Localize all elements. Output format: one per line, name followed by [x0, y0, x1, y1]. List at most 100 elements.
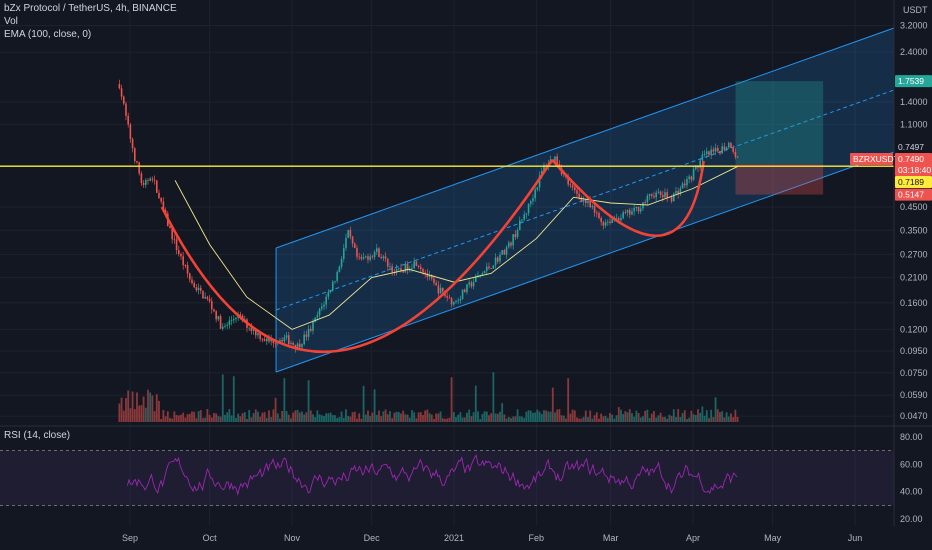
time-axis[interactable]: Sep Oct Nov Dec 2021 Feb Mar Apr May Jun — [122, 533, 862, 543]
price-tick-label: 3.2000 — [900, 20, 928, 30]
volume-legend[interactable]: Vol — [4, 16, 18, 27]
candle-body — [371, 256, 374, 258]
volume-bar — [149, 392, 152, 422]
rsi-axis[interactable]: 80.00 60.00 40.00 20.00 — [900, 432, 923, 524]
candle-body — [450, 298, 453, 305]
volume-bar — [609, 413, 611, 422]
candle-body — [378, 248, 380, 258]
candle-body — [426, 273, 429, 278]
volume-bar — [331, 415, 334, 422]
volume-bar — [670, 415, 673, 422]
candle-body — [485, 266, 488, 271]
volume-bar — [329, 412, 332, 422]
volume-bar — [426, 409, 429, 422]
volume-bar — [430, 414, 433, 422]
volume-bar — [503, 414, 506, 422]
candle-body — [155, 180, 158, 193]
volume-bar — [171, 418, 174, 422]
volume-bar — [631, 413, 633, 422]
candle-body — [197, 287, 200, 291]
volume-bar — [675, 417, 677, 422]
candle-body — [250, 327, 253, 332]
volume-bar — [433, 418, 435, 422]
volume-bar — [532, 412, 534, 422]
volume-bar — [441, 418, 444, 422]
candle-body — [494, 257, 497, 266]
volume-bar — [219, 416, 222, 422]
last-price-tag: 0.7490 — [898, 154, 924, 164]
candle-body — [692, 168, 695, 180]
candle-body — [732, 147, 734, 152]
candle-body — [518, 220, 521, 231]
volume-bar — [446, 418, 449, 422]
ema-legend[interactable]: EMA (100, close, 0) — [4, 29, 92, 40]
volume-bar — [422, 414, 424, 422]
volume-bar — [525, 411, 528, 422]
volume-bar — [228, 409, 231, 422]
candle-body — [265, 338, 268, 342]
long-position-tool[interactable] — [735, 81, 824, 195]
volume-bar — [382, 411, 385, 422]
volume-bar — [611, 414, 614, 422]
volume-bar — [206, 409, 209, 422]
volume-bar — [479, 418, 482, 422]
volume-bar — [155, 394, 158, 422]
volume-bar — [215, 413, 218, 422]
volume-bar — [345, 409, 347, 422]
price-axis[interactable]: 3.2000 2.4000 1.4000 1.1000 0.4500 0.3500 0.27… — [900, 20, 928, 421]
volume-bar — [428, 413, 431, 422]
volume-bar — [384, 409, 387, 422]
volume-bar — [158, 400, 160, 422]
candle-body — [472, 281, 475, 287]
candle-body — [389, 266, 391, 268]
candle-body — [525, 213, 528, 215]
candle-body — [373, 251, 376, 258]
volume-bar — [668, 414, 671, 422]
volume-bar — [705, 410, 708, 422]
channel-upper-line — [275, 27, 895, 249]
candle-body — [362, 257, 365, 259]
candle-body — [571, 185, 574, 188]
candle-body — [424, 272, 426, 274]
volume-bar — [276, 413, 279, 422]
volume-bar — [710, 409, 713, 422]
candle-body — [314, 317, 316, 322]
volume-bar — [725, 412, 728, 422]
rsi-legend[interactable]: RSI (14, close) — [4, 430, 71, 441]
candle-body — [415, 261, 418, 266]
volume-bar — [208, 414, 211, 422]
candle-body — [650, 194, 653, 196]
candle-body — [259, 333, 261, 339]
volume-bar — [514, 416, 517, 422]
candle-body — [507, 242, 510, 248]
volume-bar — [237, 413, 240, 422]
cup-curves[interactable] — [160, 158, 705, 354]
volume-bar — [380, 416, 383, 422]
candle-body — [642, 202, 644, 209]
candle-body — [457, 300, 459, 302]
candle-body — [169, 226, 171, 229]
volume-bar — [250, 417, 253, 422]
candle-body — [719, 151, 721, 154]
plain-price-tag-bg — [895, 141, 932, 153]
candle-body — [213, 309, 215, 312]
volume-bar — [296, 409, 299, 422]
candle-body — [221, 326, 224, 329]
candle-body — [523, 214, 525, 220]
symbol-tag: BZRXUSDT — [853, 154, 899, 164]
currency-label: USDT — [903, 5, 928, 15]
volume-bar — [268, 410, 270, 422]
candle-body — [173, 239, 176, 241]
volume-bar — [402, 410, 405, 422]
symbol-title[interactable]: bZx Protocol / TetherUS, 4h, BINANCE — [4, 3, 177, 14]
candle-body — [452, 302, 455, 305]
candle-body — [411, 268, 413, 269]
stop-price-tag: 0.5147 — [898, 190, 924, 200]
volume-bar — [527, 410, 530, 422]
volume-bar — [455, 417, 457, 422]
volume-bar — [692, 414, 695, 422]
price-tick-label: 0.1600 — [900, 298, 928, 308]
candle-body — [133, 148, 136, 162]
candle-body — [679, 188, 682, 195]
